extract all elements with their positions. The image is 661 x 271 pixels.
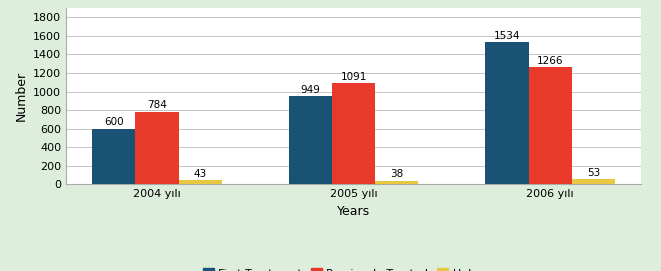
- Text: 53: 53: [587, 168, 600, 178]
- Legend: First Treatment, Previously Treated, Unknown: First Treatment, Previously Treated, Unk…: [198, 264, 509, 271]
- Text: 600: 600: [104, 117, 124, 127]
- Text: 43: 43: [194, 169, 207, 179]
- Bar: [93, 129, 136, 184]
- Y-axis label: Number: Number: [15, 71, 28, 121]
- Text: 38: 38: [390, 169, 403, 179]
- Bar: [485, 42, 529, 184]
- Bar: [529, 67, 572, 184]
- Bar: [136, 112, 178, 184]
- Bar: [178, 180, 222, 184]
- Bar: [332, 83, 375, 184]
- X-axis label: Years: Years: [337, 205, 370, 218]
- Text: 1091: 1091: [340, 72, 367, 82]
- Text: 1534: 1534: [494, 31, 520, 41]
- Bar: [572, 179, 615, 184]
- Text: 949: 949: [301, 85, 321, 95]
- Bar: [375, 181, 418, 184]
- Text: 1266: 1266: [537, 56, 563, 66]
- Text: 784: 784: [147, 100, 167, 110]
- Bar: [289, 96, 332, 184]
